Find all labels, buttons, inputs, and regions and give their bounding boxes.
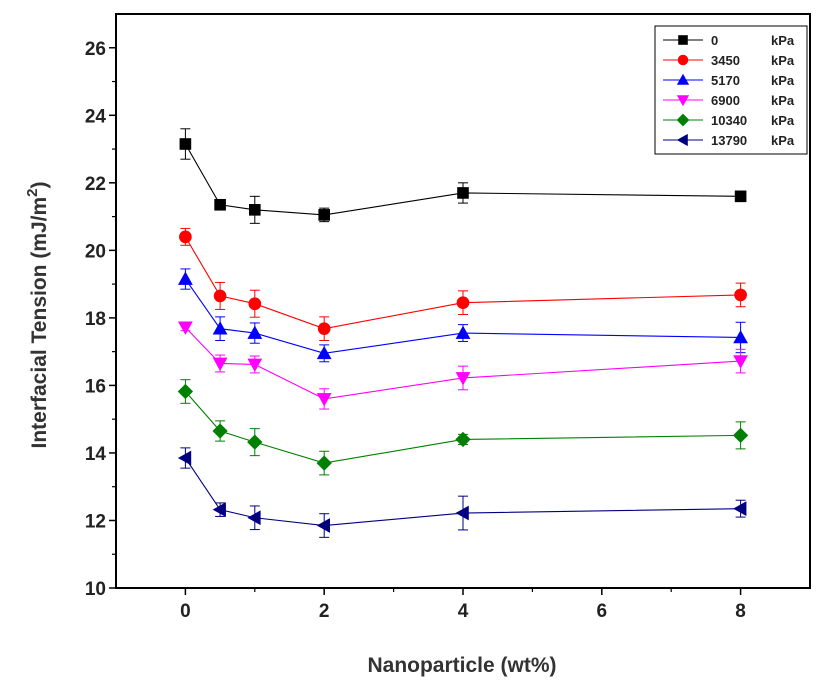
data-point xyxy=(179,138,192,150)
data-point xyxy=(178,321,193,335)
data-point xyxy=(733,329,748,344)
data-point xyxy=(455,505,469,521)
legend-marker xyxy=(676,95,690,107)
legend-item: 5170 kPa xyxy=(663,73,795,88)
legend-unit: kPa xyxy=(771,73,795,88)
legend-marker xyxy=(677,54,689,66)
legend: 0 kPa 3450 kPa 5170 kPa 6900 kPa 10340 kPa 13790 kP… xyxy=(654,25,808,155)
x-axis: 0 2 4 6 8 xyxy=(180,588,746,622)
data-point xyxy=(456,296,470,310)
data-point xyxy=(247,434,263,450)
x-tick-label: 4 xyxy=(458,601,469,622)
series-line xyxy=(184,143,741,216)
y-tick-label: 12 xyxy=(85,511,106,532)
y-tick-label: 10 xyxy=(85,579,106,600)
legend-box xyxy=(654,25,808,155)
data-point xyxy=(212,321,228,335)
data-point xyxy=(249,204,261,216)
legend-marker xyxy=(676,73,690,85)
y-axis-title-superscript: 2 xyxy=(24,188,41,196)
legend-item: 3450 kPa xyxy=(663,53,795,68)
data-point xyxy=(734,190,747,203)
y-tick-label: 24 xyxy=(85,106,107,127)
data-point xyxy=(214,198,226,211)
x-tick-label: 8 xyxy=(735,601,746,622)
y-tick-label: 14 xyxy=(85,444,107,465)
series-10340 xyxy=(177,379,749,476)
data-point xyxy=(316,455,332,471)
data-point xyxy=(212,502,226,518)
data-point xyxy=(179,230,192,244)
series-line xyxy=(185,326,741,400)
legend-label: 6900 xyxy=(711,93,740,108)
series-line xyxy=(184,391,741,464)
x-tick-label: 6 xyxy=(597,601,608,622)
data-point xyxy=(247,358,263,372)
y-tick-label: 26 xyxy=(85,39,106,60)
data-point xyxy=(247,510,261,526)
data-point xyxy=(317,322,331,336)
y-axis-title-close: ) xyxy=(28,181,51,188)
legend-item: 10340 kPa xyxy=(663,113,795,128)
legend-marker xyxy=(676,113,690,127)
legend-unit: kPa xyxy=(771,33,795,48)
data-point xyxy=(318,209,331,221)
data-point xyxy=(316,393,332,407)
legend-unit: kPa xyxy=(771,53,795,68)
x-tick-label: 0 xyxy=(180,601,191,622)
y-axis-title: Interfacial Tension (mJ/m2) xyxy=(24,181,51,448)
x-tick-label: 2 xyxy=(319,601,330,622)
data-point xyxy=(177,383,194,400)
data-point xyxy=(455,372,471,386)
legend-label: 5170 xyxy=(711,73,740,88)
data-point xyxy=(316,345,332,360)
legend-marker xyxy=(678,35,688,45)
y-axis: 10 12 14 16 18 20 22 24 26 xyxy=(85,39,116,600)
series-13790 xyxy=(177,447,747,538)
legend-unit: kPa xyxy=(771,113,795,128)
data-point xyxy=(455,325,471,339)
y-tick-label: 18 xyxy=(85,309,106,330)
data-point xyxy=(213,289,227,303)
legend-label: 0 xyxy=(711,33,718,48)
data-point xyxy=(247,325,263,339)
series-line xyxy=(184,457,741,527)
data-point xyxy=(212,357,228,371)
series-group xyxy=(177,128,749,538)
legend-label: 13790 xyxy=(711,133,747,148)
data-point xyxy=(733,355,748,369)
data-point xyxy=(177,450,192,466)
data-point xyxy=(734,288,747,302)
legend-label: 3450 xyxy=(711,53,740,68)
data-point xyxy=(455,431,471,448)
legend-unit: kPa xyxy=(771,93,795,108)
y-tick-label: 16 xyxy=(85,376,106,397)
data-point xyxy=(733,501,747,517)
series-6900 xyxy=(178,321,748,410)
x-axis-title: Nanoparticle (wt%) xyxy=(367,654,556,677)
legend-unit: kPa xyxy=(771,133,795,148)
series-line xyxy=(184,278,741,354)
legend-marker xyxy=(676,133,688,147)
legend-item: 13790 kPa xyxy=(663,133,795,148)
series-line xyxy=(184,236,741,330)
data-point xyxy=(732,427,749,444)
y-axis-title-main: Interfacial Tension (mJ/m xyxy=(28,197,51,449)
data-point xyxy=(316,518,331,533)
data-point xyxy=(457,187,469,199)
legend-label: 10340 xyxy=(711,113,747,128)
series-3450 xyxy=(179,227,747,342)
data-point xyxy=(212,423,228,439)
series-0 xyxy=(179,128,747,224)
legend-item: 6900 kPa xyxy=(663,93,795,108)
y-tick-label: 22 xyxy=(85,174,106,195)
series-5170 xyxy=(178,268,748,363)
legend-item: 0 kPa xyxy=(663,33,795,48)
y-tick-label: 20 xyxy=(85,241,106,262)
data-point xyxy=(178,271,193,285)
data-point xyxy=(248,297,262,311)
